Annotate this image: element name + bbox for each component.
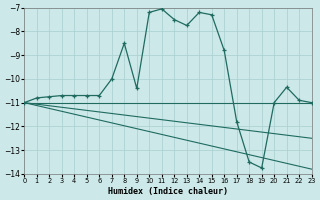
X-axis label: Humidex (Indice chaleur): Humidex (Indice chaleur)	[108, 187, 228, 196]
